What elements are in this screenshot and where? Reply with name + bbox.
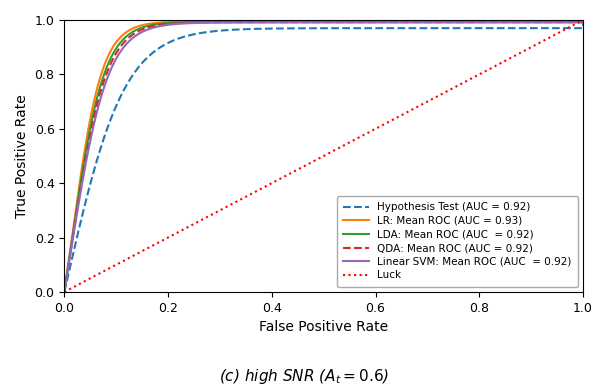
LDA: Mean ROC (AUC  = 0.92): (0.486, 0.993): Mean ROC (AUC = 0.92): (0.486, 0.993) (313, 19, 320, 24)
Linear SVM: Mean ROC (AUC  = 0.92): (0.46, 0.991): Mean ROC (AUC = 0.92): (0.46, 0.991) (299, 20, 306, 25)
Line: Hypothesis Test (AUC = 0.92): Hypothesis Test (AUC = 0.92) (64, 20, 583, 292)
LR: Mean ROC (AUC = 0.93): (0.46, 0.995): Mean ROC (AUC = 0.93): (0.46, 0.995) (299, 19, 306, 24)
Hypothesis Test (AUC = 0.92) (299, 26, 306, 31)
Line: LDA: Mean ROC (AUC  = 0.92): LDA: Mean ROC (AUC = 0.92) (64, 20, 583, 292)
Y-axis label: True Positive Rate: True Positive Rate (15, 94, 29, 218)
QDA: Mean ROC (AUC = 0.92): (0.787, 0.992): Mean ROC (AUC = 0.92): (0.787, 0.992) (469, 20, 477, 24)
Hypothesis Test (AUC = 0.92) (564, 26, 572, 31)
Linear SVM: Mean ROC (AUC  = 0.92): (0.97, 0.991): Mean ROC (AUC = 0.92): (0.97, 0.991) (564, 20, 572, 25)
Hypothesis Test (AUC = 0.92) (579, 18, 587, 23)
Hypothesis Test (AUC = 0.92) (469, 26, 477, 31)
Linear SVM: Mean ROC (AUC  = 0.92): (0.486, 0.991): Mean ROC (AUC = 0.92): (0.486, 0.991) (313, 20, 320, 25)
QDA: Mean ROC (AUC = 0.92): (0.051, 0.589): Mean ROC (AUC = 0.92): (0.051, 0.589) (87, 130, 94, 134)
X-axis label: False Positive Rate: False Positive Rate (259, 320, 389, 334)
LDA: Mean ROC (AUC  = 0.92): (0.051, 0.612): Mean ROC (AUC = 0.92): (0.051, 0.612) (87, 123, 94, 128)
LR: Mean ROC (AUC = 0.93): (0.051, 0.645): Mean ROC (AUC = 0.93): (0.051, 0.645) (87, 114, 94, 119)
Line: QDA: Mean ROC (AUC = 0.92): QDA: Mean ROC (AUC = 0.92) (64, 20, 583, 292)
LDA: Mean ROC (AUC  = 0.92): (0.787, 0.993): Mean ROC (AUC = 0.92): (0.787, 0.993) (469, 19, 477, 24)
QDA: Mean ROC (AUC = 0.92): (0.97, 0.992): Mean ROC (AUC = 0.92): (0.97, 0.992) (564, 20, 572, 24)
QDA: Mean ROC (AUC = 0.92): (0.46, 0.992): Mean ROC (AUC = 0.92): (0.46, 0.992) (299, 20, 306, 24)
QDA: Mean ROC (AUC = 0.92): (0, 0): Mean ROC (AUC = 0.92): (0, 0) (61, 289, 68, 294)
QDA: Mean ROC (AUC = 0.92): (0.971, 0.992): Mean ROC (AUC = 0.92): (0.971, 0.992) (564, 20, 572, 24)
LDA: Mean ROC (AUC  = 0.92): (0.971, 0.993): Mean ROC (AUC = 0.92): (0.971, 0.993) (564, 19, 572, 24)
Linear SVM: Mean ROC (AUC  = 0.92): (0, 0): Mean ROC (AUC = 0.92): (0, 0) (61, 289, 68, 294)
Line: LR: Mean ROC (AUC = 0.93): LR: Mean ROC (AUC = 0.93) (64, 20, 583, 292)
LR: Mean ROC (AUC = 0.93): (0, 0): Mean ROC (AUC = 0.93): (0, 0) (61, 289, 68, 294)
LR: Mean ROC (AUC = 0.93): (0.486, 0.995): Mean ROC (AUC = 0.93): (0.486, 0.995) (313, 19, 320, 24)
Hypothesis Test (AUC = 0.92) (87, 180, 94, 185)
LDA: Mean ROC (AUC  = 0.92): (0, 0): Mean ROC (AUC = 0.92): (0, 0) (61, 289, 68, 294)
LDA: Mean ROC (AUC  = 0.92): (0.46, 0.993): Mean ROC (AUC = 0.92): (0.46, 0.993) (299, 19, 306, 24)
Linear SVM: Mean ROC (AUC  = 0.92): (0.787, 0.991): Mean ROC (AUC = 0.92): (0.787, 0.991) (469, 20, 477, 25)
LDA: Mean ROC (AUC  = 0.92): (1, 1): Mean ROC (AUC = 0.92): (1, 1) (579, 18, 587, 23)
Hypothesis Test (AUC = 0.92) (313, 26, 320, 31)
Linear SVM: Mean ROC (AUC  = 0.92): (1, 1): Mean ROC (AUC = 0.92): (1, 1) (579, 18, 587, 23)
LR: Mean ROC (AUC = 0.93): (0.787, 0.995): Mean ROC (AUC = 0.93): (0.787, 0.995) (469, 19, 477, 24)
Text: (c) high SNR ($A_t = 0.6$): (c) high SNR ($A_t = 0.6$) (219, 367, 389, 386)
LR: Mean ROC (AUC = 0.93): (1, 1): Mean ROC (AUC = 0.93): (1, 1) (579, 18, 587, 23)
LR: Mean ROC (AUC = 0.93): (0.971, 0.995): Mean ROC (AUC = 0.93): (0.971, 0.995) (564, 19, 572, 24)
Linear SVM: Mean ROC (AUC  = 0.92): (0.971, 0.991): Mean ROC (AUC = 0.92): (0.971, 0.991) (564, 20, 572, 25)
LDA: Mean ROC (AUC  = 0.92): (0.97, 0.993): Mean ROC (AUC = 0.92): (0.97, 0.993) (564, 19, 572, 24)
Legend: Hypothesis Test (AUC = 0.92), LR: Mean ROC (AUC = 0.93), LDA: Mean ROC (AUC  = 0: Hypothesis Test (AUC = 0.92), LR: Mean R… (337, 196, 578, 287)
Line: Linear SVM: Mean ROC (AUC  = 0.92): Linear SVM: Mean ROC (AUC = 0.92) (64, 20, 583, 292)
Hypothesis Test (AUC = 0.92) (564, 26, 572, 31)
Linear SVM: Mean ROC (AUC  = 0.92): (0.051, 0.564): Mean ROC (AUC = 0.92): (0.051, 0.564) (87, 136, 94, 141)
QDA: Mean ROC (AUC = 0.92): (0.486, 0.992): Mean ROC (AUC = 0.92): (0.486, 0.992) (313, 20, 320, 24)
QDA: Mean ROC (AUC = 0.92): (1, 1): Mean ROC (AUC = 0.92): (1, 1) (579, 18, 587, 23)
Hypothesis Test (AUC = 0.92) (61, 289, 68, 294)
LR: Mean ROC (AUC = 0.93): (0.97, 0.995): Mean ROC (AUC = 0.93): (0.97, 0.995) (564, 19, 572, 24)
